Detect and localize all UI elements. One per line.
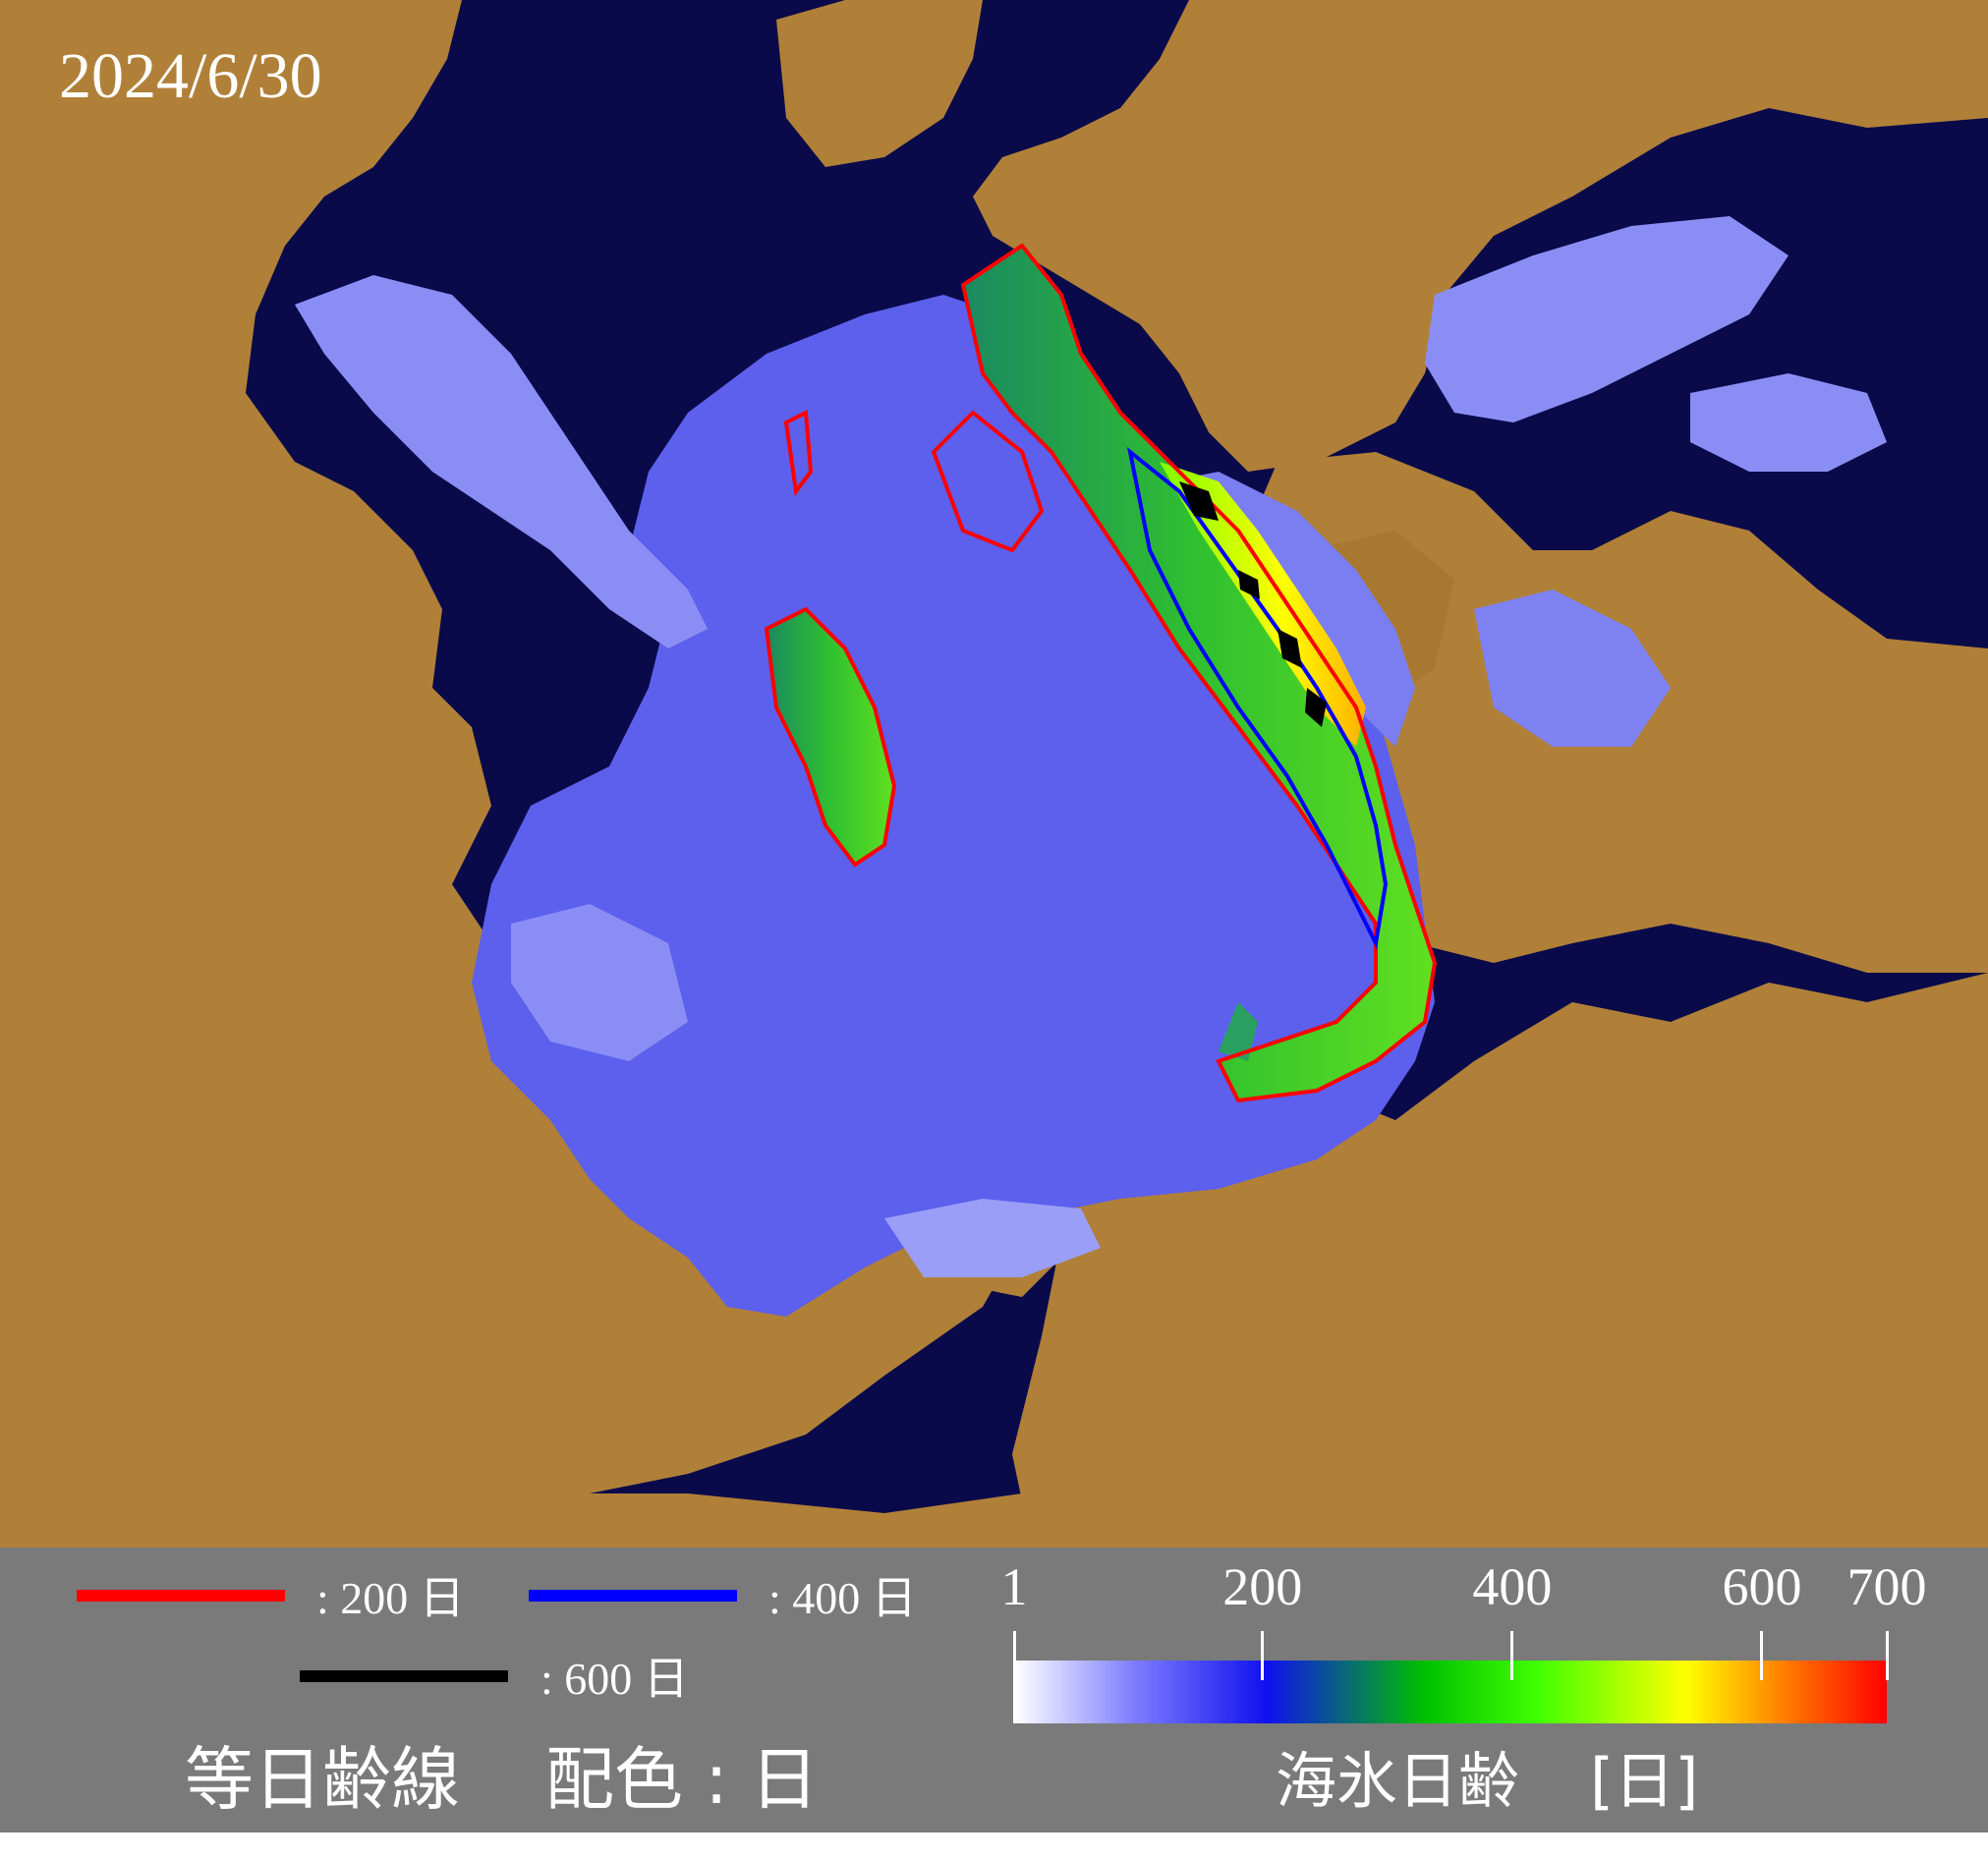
colorbar-tick-600 <box>1760 1631 1764 1680</box>
isoline-200-label: : 200 日 <box>316 1573 465 1623</box>
colorbar-title: 海氷日齢 <box>1276 1745 1520 1817</box>
sea-ice-age-map <box>0 0 1988 1548</box>
isoline-caption: 等日齢線 <box>185 1739 460 1820</box>
isoline-200-swatch <box>77 1590 285 1602</box>
isoline-600-swatch <box>300 1670 508 1682</box>
colorbar-tick-label-600: 600 <box>1722 1557 1802 1616</box>
colorbar-tick-label-400: 400 <box>1472 1557 1553 1616</box>
color-caption: 配色 : 日 <box>545 1739 820 1820</box>
colorbar <box>1014 1661 1887 1723</box>
isoline-600 <box>1179 481 1327 727</box>
colorbar-tick-label-1: 1 <box>1000 1557 1028 1616</box>
colorbar-tick-200 <box>1261 1631 1265 1680</box>
colorbar-unit: [日] <box>1590 1745 1699 1817</box>
isoline-400-label: : 400 日 <box>768 1573 917 1623</box>
isoline-600-label: : 600 日 <box>540 1654 689 1704</box>
colorbar-tick-400 <box>1510 1631 1514 1680</box>
isoline-400-swatch <box>529 1590 737 1602</box>
date-label: 2024/6/30 <box>59 40 322 112</box>
bottom-margin <box>0 1832 1988 1859</box>
colorbar-tick-label-700: 700 <box>1846 1557 1927 1616</box>
colorbar-tick-700 <box>1885 1631 1889 1680</box>
colorbar-tick-label-200: 200 <box>1222 1557 1303 1616</box>
colorbar-tick-1 <box>1012 1631 1016 1723</box>
